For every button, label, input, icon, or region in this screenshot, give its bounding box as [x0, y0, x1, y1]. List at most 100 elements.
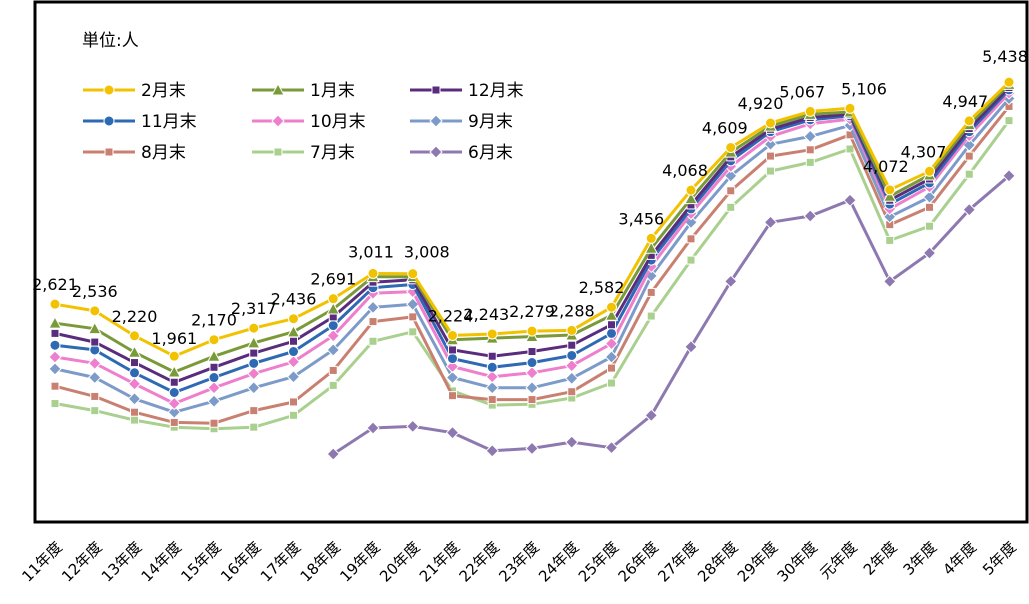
data-label: 2,691	[310, 270, 356, 289]
data-point	[289, 336, 298, 346]
x-tick-label: 18年度	[297, 538, 344, 585]
data-point	[1002, 169, 1016, 183]
x-tick-label: 14年度	[138, 538, 185, 585]
data-point	[803, 209, 817, 223]
series-line	[332, 174, 1010, 456]
data-point	[485, 370, 499, 384]
legend-item: 8月末	[83, 143, 186, 163]
unit-label: 単位:人	[82, 31, 139, 51]
data-point	[327, 293, 339, 305]
data-point	[724, 169, 738, 183]
data-point	[209, 362, 219, 372]
x-tick-label: 13年度	[98, 538, 145, 585]
data-point	[606, 327, 617, 339]
data-label: 5,067	[779, 82, 825, 101]
data-point	[169, 417, 179, 427]
data-point	[604, 440, 619, 455]
data-point	[249, 422, 259, 432]
data-point	[845, 144, 855, 154]
data-point	[326, 301, 341, 315]
data-point	[249, 406, 259, 416]
legend-label: 10月末	[310, 112, 366, 132]
data-point	[925, 221, 934, 231]
data-point	[48, 362, 62, 376]
data-point	[89, 305, 101, 317]
data-point	[246, 335, 261, 349]
data-point	[607, 320, 616, 330]
data-point	[88, 356, 102, 371]
data-label: 2,170	[191, 311, 237, 330]
data-point	[49, 298, 61, 310]
data-label: 2,582	[579, 278, 625, 297]
data-point	[207, 381, 221, 395]
legend-label: 6月末	[468, 143, 513, 163]
data-point	[765, 117, 776, 129]
data-point	[963, 115, 975, 127]
data-point	[207, 394, 221, 408]
data-point	[167, 364, 182, 378]
data-point	[247, 366, 261, 381]
legend: 2月末 1月末 12月末 11月末 10月末 9月末 8月末 7月末 6月末	[83, 81, 524, 163]
x-tick-label: 25年度	[575, 538, 622, 585]
x-tick-label: 24年度	[535, 538, 582, 585]
series-7	[50, 101, 1014, 428]
data-point	[804, 105, 816, 117]
data-point	[684, 340, 698, 354]
data-label: 2,317	[231, 299, 277, 318]
data-label: 4,072	[863, 157, 909, 176]
data-point	[326, 329, 340, 343]
data-point	[565, 359, 579, 373]
data-point	[286, 324, 301, 338]
data-point	[763, 137, 778, 151]
data-point	[604, 308, 619, 321]
data-label: 2,224	[428, 306, 474, 325]
data-point	[408, 312, 418, 322]
x-tick-label: 23年度	[495, 538, 542, 585]
data-point	[526, 357, 538, 369]
data-point	[486, 328, 498, 340]
data-point	[368, 317, 378, 327]
data-point	[208, 334, 220, 346]
x-tick-label: 3年度	[900, 538, 941, 579]
x-tick-label: 28年度	[694, 538, 741, 585]
data-point	[525, 381, 539, 395]
data-label: 4,068	[662, 161, 708, 180]
data-point	[130, 415, 139, 425]
data-point	[883, 210, 897, 224]
data-point	[766, 151, 775, 161]
data-point	[286, 370, 301, 384]
data-point	[129, 330, 140, 342]
x-tick-label: 2年度	[860, 538, 901, 579]
data-point	[724, 274, 738, 289]
legend-item: 7月末	[252, 143, 355, 163]
data-label: 2,243	[463, 305, 509, 324]
data-point	[127, 392, 142, 406]
data-point	[288, 313, 299, 325]
data-label: 2,536	[72, 282, 118, 301]
data-point	[90, 391, 100, 401]
x-tick-label: 20年度	[376, 538, 423, 585]
data-point	[127, 377, 142, 391]
data-point	[686, 255, 696, 265]
data-point	[604, 336, 619, 351]
data-label: 4,307	[901, 142, 947, 161]
data-point	[90, 406, 100, 416]
data-point	[50, 328, 60, 338]
legend-marker	[429, 145, 443, 159]
data-point	[367, 267, 379, 279]
data-label: 2,220	[112, 307, 158, 326]
data-point	[805, 157, 815, 167]
data-point	[844, 102, 856, 114]
data-label: 2,436	[271, 290, 317, 309]
data-point	[366, 421, 380, 435]
x-tick-label: 12年度	[58, 538, 105, 585]
series-1	[49, 76, 1015, 362]
data-label: 4,920	[738, 94, 784, 113]
legend-label: 9月末	[468, 112, 513, 132]
data-point	[644, 408, 658, 423]
data-point	[567, 387, 577, 397]
data-point	[805, 145, 815, 155]
data-point	[526, 325, 538, 337]
